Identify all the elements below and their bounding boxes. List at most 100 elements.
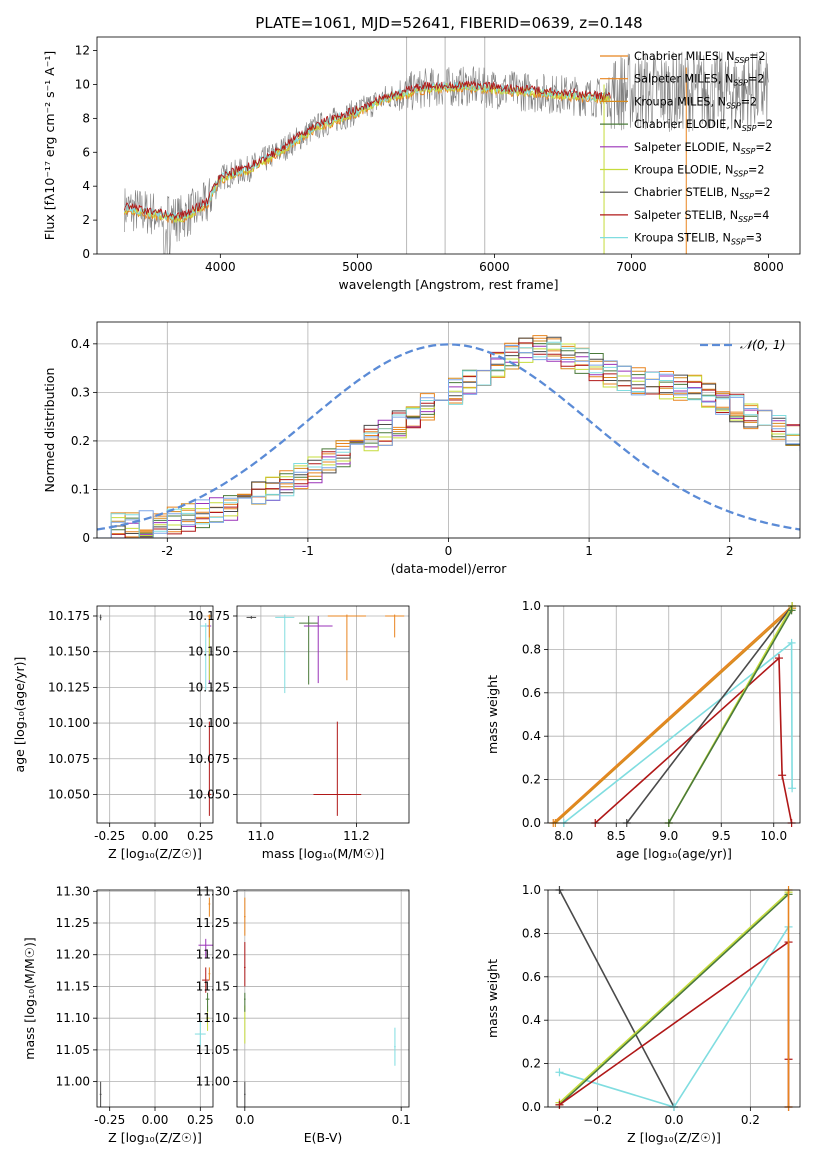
y-tick-label: 11.05	[196, 1043, 230, 1057]
figure-title: PLATE=1061, MJD=52641, FIBERID=0639, z=0…	[255, 14, 642, 32]
y-tick-label: 10.125	[188, 680, 230, 694]
y-tick-label: 10.150	[188, 645, 230, 659]
y-tick-label: 0.2	[71, 434, 90, 448]
y-tick-label: 0.4	[522, 729, 541, 743]
weight-line	[626, 605, 793, 824]
observed-spectrum	[124, 51, 769, 254]
histograms	[97, 335, 800, 538]
y-tick-label: 10.100	[48, 716, 90, 730]
residual-histogram	[97, 336, 800, 538]
y-tick-label: 10.050	[48, 787, 90, 801]
y-axis-label: Normed distribution	[42, 368, 57, 493]
x-tick-label: 8.5	[607, 829, 626, 843]
legend-label: Salpeter ELODIE, NSSP=2	[634, 141, 772, 156]
y-tick-label: 0.4	[522, 1013, 541, 1027]
mass-vs-Z-panel: -0.25 0.00 0.25 11.00 11.05 11.10 11.15 11.20 11…	[22, 884, 214, 1145]
y-tick-label: 0.8	[522, 926, 541, 940]
plot-frame	[96, 889, 214, 1108]
y-tick-label: 0.0	[522, 1100, 541, 1114]
residual-histogram	[97, 345, 800, 538]
y-tick-label: 11.30	[196, 884, 230, 898]
y-tick-label: 0.6	[522, 970, 541, 984]
x-axis-label: wavelength [Angstrom, rest frame]	[338, 277, 558, 292]
x-axis-label: E(B-V)	[304, 1130, 343, 1145]
legend-label: Chabrier MILES, NSSP=2	[634, 50, 766, 65]
x-tick-label: -1	[302, 544, 314, 558]
x-tick-label: 0.0	[235, 1113, 254, 1127]
y-tick-label: 10.100	[188, 716, 230, 730]
x-axis-label: Z [log₁₀(Z/Z☉)]	[627, 1130, 721, 1145]
x-tick-label: -2	[161, 544, 173, 558]
y-tick-label: 6	[82, 145, 90, 159]
legend-label: Chabrier ELODIE, NSSP=2	[634, 118, 773, 133]
x-axis-label: Z [log₁₀(Z/Z☉)]	[108, 1130, 202, 1145]
weight-line	[558, 889, 675, 1108]
y-tick-label: 10.050	[188, 787, 230, 801]
legend-label: Salpeter MILES, NSSP=2	[634, 73, 765, 88]
legend-label: 𝒩(0, 1)	[740, 337, 786, 352]
y-tick-label: 11.15	[56, 979, 90, 993]
y-axis-label: age [log₁₀(age/yr)]	[12, 657, 27, 773]
y-tick-label: 11.05	[56, 1043, 90, 1057]
y-tick-label: 8	[82, 111, 90, 125]
y-tick-label: 10.075	[188, 752, 230, 766]
y-tick-label: 10.125	[48, 680, 90, 694]
x-axis-label: Z [log₁₀(Z/Z☉)]	[108, 846, 202, 861]
x-tick-label: -0.25	[94, 829, 125, 843]
x-tick-label: 0.25	[187, 1113, 214, 1127]
x-tick-label: 0.25	[187, 829, 214, 843]
x-tick-label: −0.2	[583, 1113, 612, 1127]
y-tick-label: 11.00	[56, 1075, 90, 1089]
y-tick-label: 0.2	[522, 773, 541, 787]
x-tick-label: 11.2	[343, 829, 370, 843]
x-tick-label: 0.00	[142, 1113, 169, 1127]
legend-label: Kroupa ELODIE, NSSP=2	[634, 164, 765, 179]
plot-frame	[96, 605, 214, 824]
plot-frame	[547, 889, 801, 1108]
x-tick-label: 4000	[205, 260, 236, 274]
weight-lines	[549, 602, 797, 827]
residual-histogram	[97, 345, 800, 538]
y-tick-label: 10.150	[48, 645, 90, 659]
y-tick-label: 0.1	[71, 482, 90, 496]
y-tick-label: 11.20	[56, 948, 90, 962]
x-tick-label: 8.0	[554, 829, 573, 843]
plot-frame	[236, 889, 410, 1108]
legend-label: Chabrier STELIB, NSSP=2	[634, 186, 771, 201]
y-tick-label: 0.6	[522, 686, 541, 700]
y-tick-label: 0.8	[522, 642, 541, 656]
legend-label: Kroupa STELIB, NSSP=3	[634, 232, 762, 247]
x-axis-label: mass [log₁₀(M/M☉)]	[262, 846, 384, 861]
spectrum-panel: 4000 5000 6000 7000 8000 0 2 4 6 8 10 12 wavelength …	[42, 36, 801, 292]
x-axis-label: (data-model)/error	[391, 561, 508, 576]
x-tick-label: 9.5	[712, 829, 731, 843]
y-tick-label: 11.10	[196, 1011, 230, 1025]
normal-curve	[97, 343, 800, 531]
spectrum-lines	[123, 37, 769, 254]
y-tick-label: 10.175	[188, 609, 230, 623]
model-fit-line	[123, 79, 611, 221]
x-tick-label: 7000	[616, 260, 647, 274]
y-tick-label: 10	[75, 77, 90, 91]
errorbars	[246, 614, 405, 816]
legend-label: Salpeter STELIB, NSSP=4	[634, 209, 769, 224]
x-tick-label: 1	[585, 544, 593, 558]
x-tick-label: 11.0	[248, 829, 275, 843]
x-tick-label: 10.0	[760, 829, 787, 843]
massweight-vs-age-panel: 8.0 8.5 9.0 9.5 10.0 0.0 0.2 0.4 0.6 0.8 1.0 age [l…	[485, 599, 801, 861]
age-vs-Z-panel: -0.25 0.00 0.25 10.050 10.075 10.100 10.125 10.…	[12, 605, 214, 861]
x-tick-label: 6000	[479, 260, 510, 274]
y-axis-label: mass weight	[485, 675, 500, 754]
y-tick-label: 0.2	[522, 1057, 541, 1071]
y-tick-label: 0	[82, 531, 90, 545]
residual-histogram	[97, 337, 800, 538]
y-tick-label: 0.4	[71, 337, 90, 351]
massweight-vs-Z-panel: −0.2 0.0 0.2 0.0 0.2 0.4 0.6 0.8 1.0 Z [log₁₀(Z/Z…	[485, 883, 801, 1145]
y-tick-label: 1.0	[522, 883, 541, 897]
legend-label: Kroupa MILES, NSSP=2	[634, 95, 757, 110]
y-tick-label: 1.0	[522, 599, 541, 613]
x-tick-label: 0.1	[392, 1113, 411, 1127]
x-tick-label: 0	[445, 544, 453, 558]
plot-frame	[96, 36, 801, 255]
